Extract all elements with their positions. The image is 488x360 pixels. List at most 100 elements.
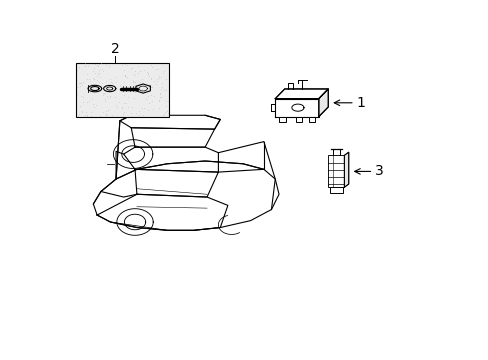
Point [122,100,130,106]
Point [77,83,84,89]
Point [106,94,114,100]
Point [89,101,97,107]
Point [89,75,97,81]
Point [131,89,139,95]
Bar [329,187,342,193]
Point [112,79,120,85]
Point [95,61,103,67]
Point [128,113,136,119]
Point [122,74,130,80]
Point [128,65,136,71]
Point [79,94,87,100]
Point [148,99,156,104]
Point [99,92,106,98]
Point [128,105,136,111]
Point [130,95,138,101]
Point [101,82,109,88]
Point [136,79,143,85]
Point [120,93,128,98]
Point [118,105,125,111]
Point [159,68,167,73]
Point [108,81,116,86]
Point [88,87,96,93]
Point [121,62,128,67]
Point [148,64,156,70]
Point [99,109,107,114]
Point [116,82,124,87]
Point [134,64,142,69]
Point [147,84,155,90]
Bar [76,63,169,117]
Point [94,67,102,73]
Point [102,85,109,90]
Point [87,109,95,115]
Point [118,104,126,110]
Point [158,80,166,86]
Point [147,92,155,98]
Point [121,73,129,79]
Point [96,88,103,94]
Point [111,95,119,100]
Point [107,79,115,85]
Point [120,79,127,85]
Point [158,84,165,89]
Point [83,71,91,77]
Point [104,107,112,113]
Point [152,66,160,71]
Point [149,106,157,112]
Bar [327,156,344,187]
Point [133,70,141,76]
Point [103,95,111,101]
Point [135,112,142,118]
Bar [296,117,301,122]
Point [143,71,151,76]
Point [122,84,130,90]
Point [90,76,98,82]
Point [89,104,97,110]
Point [79,78,87,84]
Point [162,87,169,93]
Point [138,105,145,111]
Point [83,76,91,82]
Point [87,113,95,119]
Point [81,112,89,118]
Point [155,91,163,96]
Point [93,71,101,77]
Point [82,99,90,104]
Point [93,62,101,68]
Point [131,69,139,75]
Point [105,76,113,82]
Point [99,90,107,96]
Point [144,73,152,79]
Point [131,85,139,90]
Point [101,96,108,102]
Point [85,83,93,89]
Point [110,86,118,92]
Point [163,108,170,114]
Point [152,78,160,84]
Polygon shape [318,89,327,117]
Point [124,94,132,100]
Point [101,91,109,96]
Point [77,80,84,85]
Point [85,76,93,82]
Point [93,77,101,82]
Point [127,110,135,116]
Point [113,104,121,110]
Point [150,93,158,99]
Point [83,63,91,69]
Point [93,73,101,78]
Point [144,70,152,76]
Point [161,109,168,115]
Point [74,84,82,90]
Point [140,105,148,111]
Point [98,60,105,66]
Point [118,62,126,68]
Point [87,81,95,87]
Point [123,104,131,110]
Point [142,96,150,102]
Point [149,78,157,84]
Text: 3: 3 [374,165,383,179]
Point [127,66,135,71]
Point [89,68,97,73]
